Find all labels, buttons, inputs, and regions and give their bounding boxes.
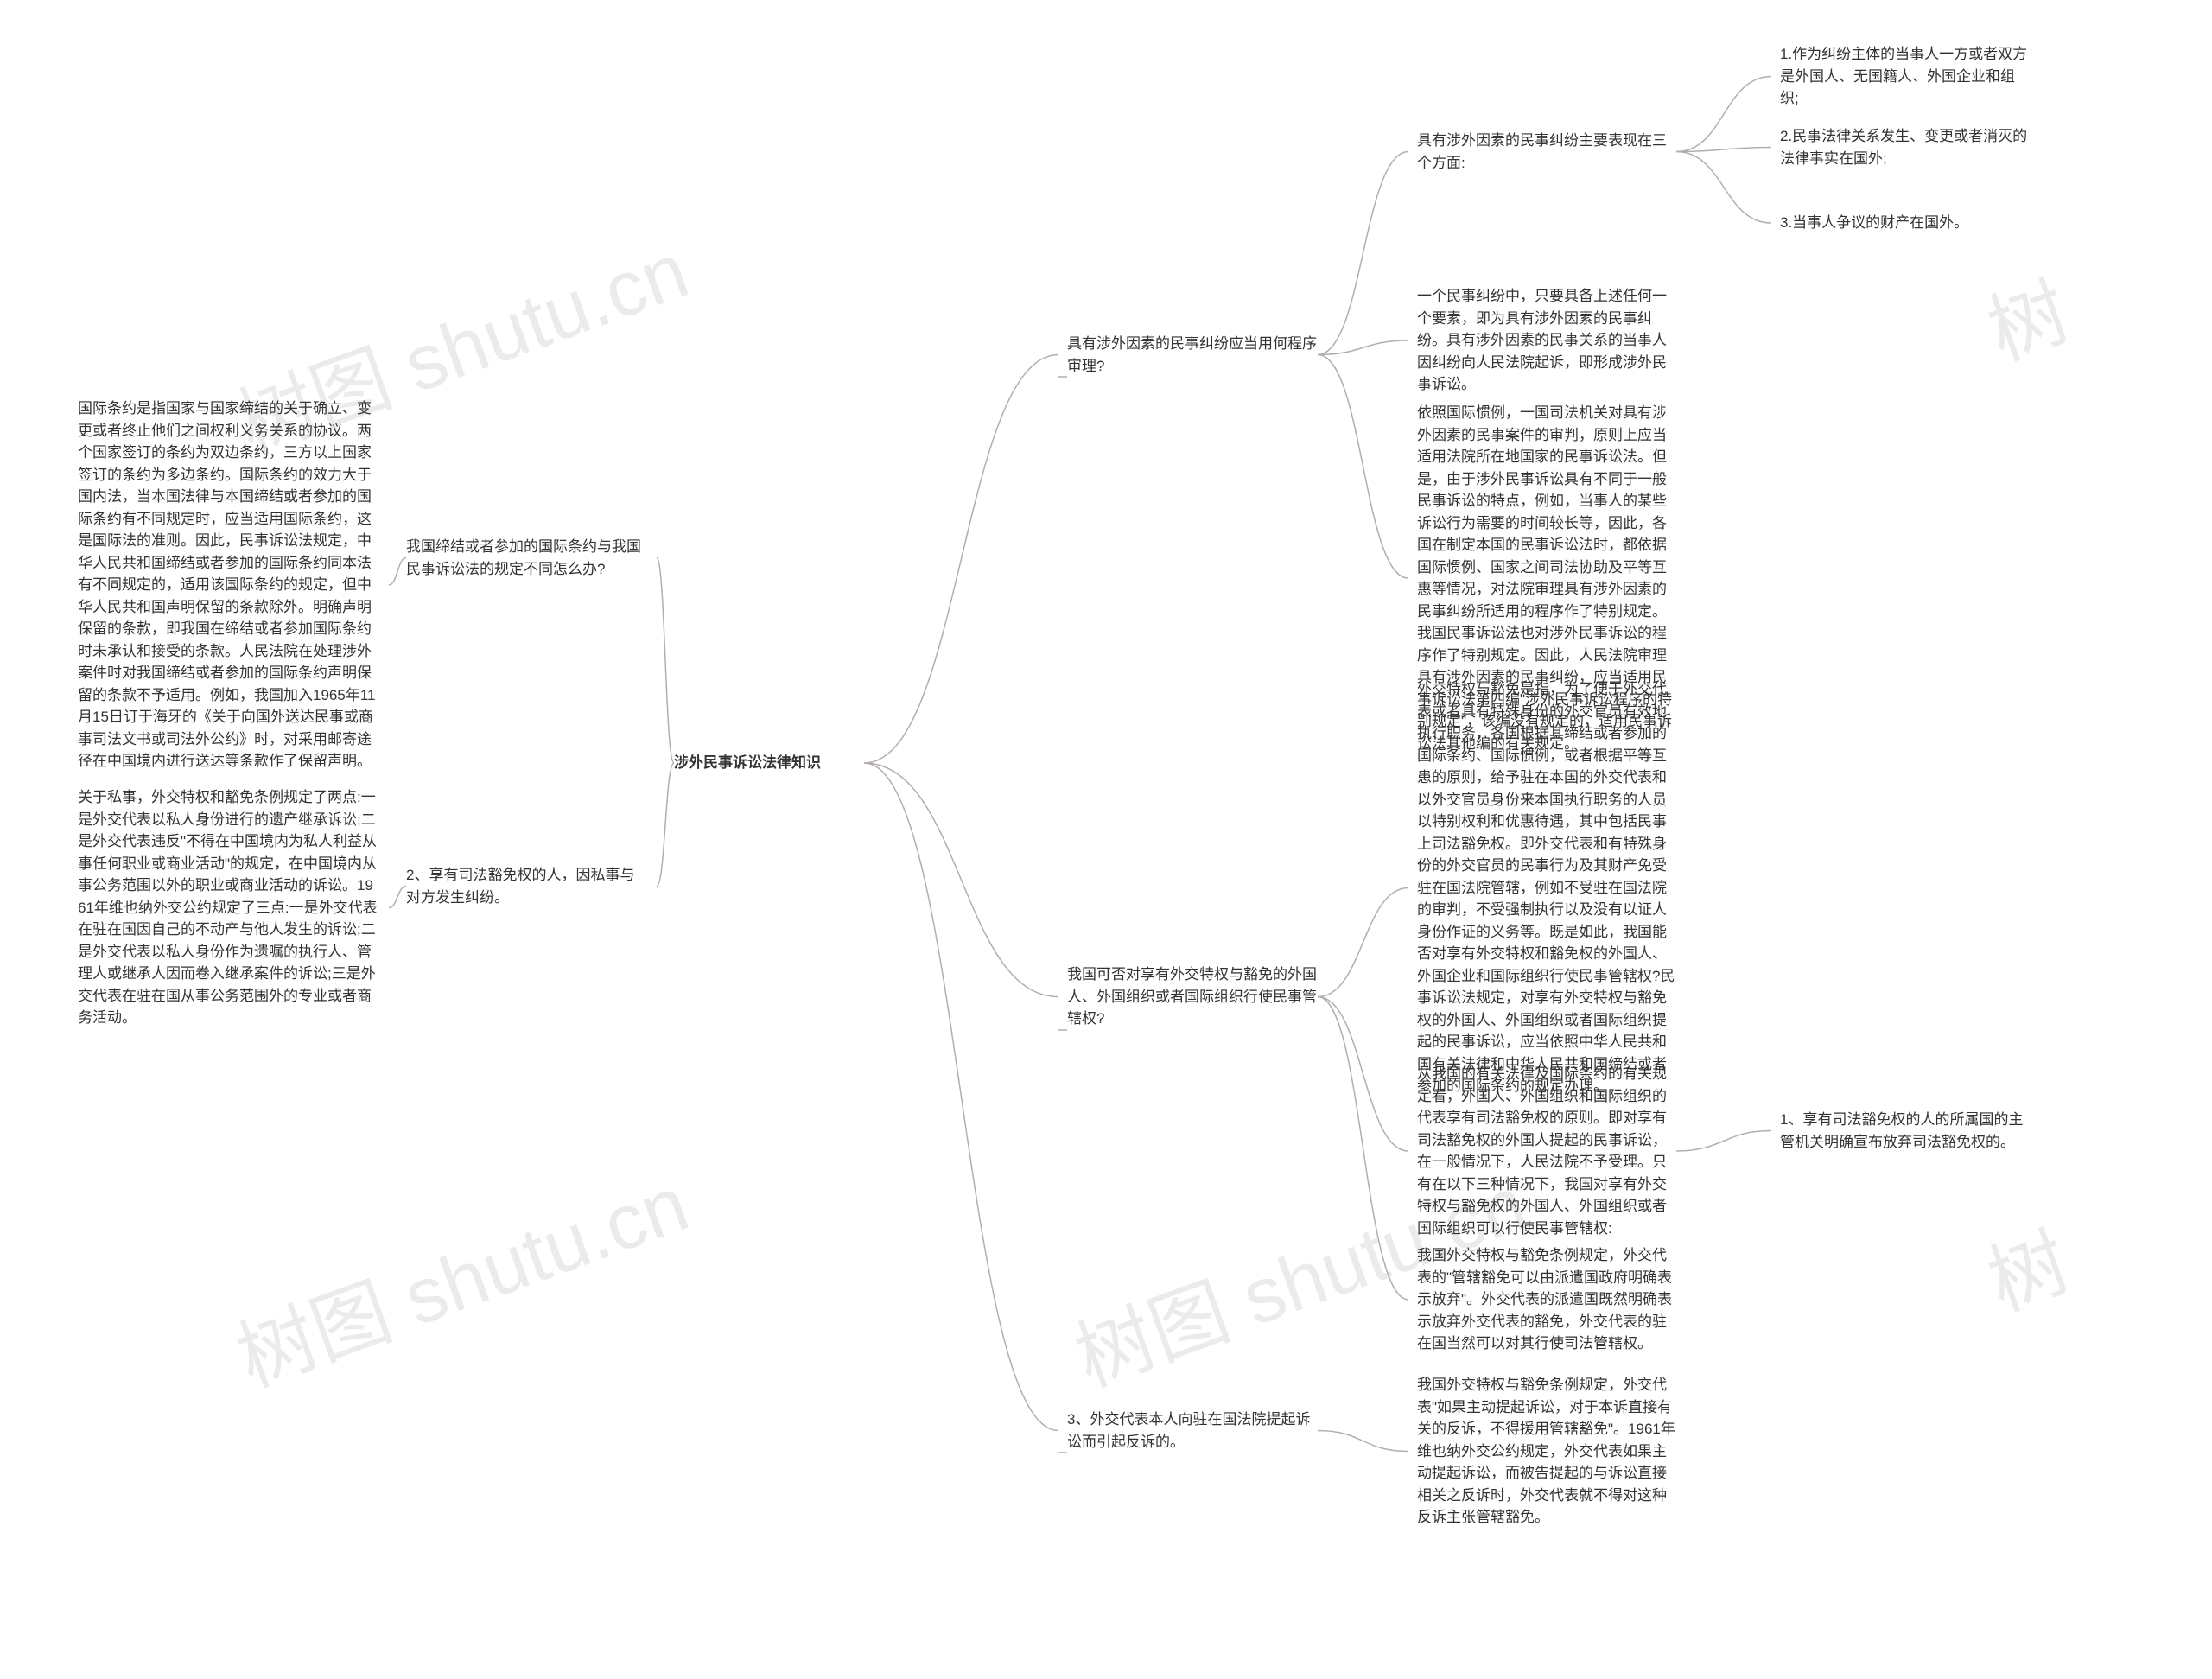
- left-level2-node: 关于私事，外交特权和豁免条例规定了两点:一是外交代表以私人身份进行的遗产继承诉讼…: [78, 786, 380, 1029]
- watermark: 树图 shutu.cn: [219, 1142, 701, 1409]
- right-level2-node: 从我国的有关法律及国际条约的有关规定看，外国人、外国组织和国际组织的代表享有司法…: [1417, 1063, 1676, 1239]
- right-level3-node: 2.民事法律关系发生、变更或者消灭的法律事实在国外;: [1780, 125, 2031, 169]
- watermark: 树: [1970, 250, 2082, 382]
- right-level3-node: 3.当事人争议的财产在国外。: [1780, 212, 2031, 234]
- watermark: 树: [1970, 1200, 2082, 1332]
- right-level3-node: 1、享有司法豁免权的人的所属国的主管机关明确宣布放弃司法豁免权的。: [1780, 1109, 2031, 1153]
- right-level2-node: 一个民事纠纷中，只要具备上述任何一个要素，即为具有涉外因素的民事纠纷。具有涉外因…: [1417, 285, 1676, 396]
- right-level2-node: 具有涉外因素的民事纠纷主要表现在三个方面:: [1417, 130, 1676, 174]
- center-node: 涉外民事诉讼法律知识: [674, 752, 864, 774]
- right-level1-node: 我国可否对享有外交特权与豁免的外国人、外国组织或者国际组织行使民事管辖权?: [1067, 964, 1318, 1030]
- right-level1-node: 具有涉外因素的民事纠纷应当用何程序审理?: [1067, 333, 1318, 377]
- mindmap-canvas: 树图 shutu.cn树图 shutu.cn树图 shutu.cn树树 涉外民事…: [0, 0, 2212, 1679]
- right-level1-node: 3、外交代表本人向驻在国法院提起诉讼而引起反诉的。: [1067, 1409, 1318, 1453]
- right-level3-node: 1.作为纠纷主体的当事人一方或者双方是外国人、无国籍人、外国企业和组织;: [1780, 43, 2031, 110]
- left-level1-node: 我国缔结或者参加的国际条约与我国民事诉讼法的规定不同怎么办?: [406, 536, 648, 580]
- left-level2-node: 国际条约是指国家与国家缔结的关于确立、变更或者终止他们之间权利义务关系的协议。两…: [78, 397, 380, 773]
- right-level2-node: 我国外交特权与豁免条例规定，外交代表的"管辖豁免可以由派遣国政府明确表示放弃"。…: [1417, 1244, 1676, 1355]
- right-level2-node: 外交特权与豁免是指，为了便于外交代表或者具有特殊身份的外交官员有效地执行职务，各…: [1417, 678, 1676, 1097]
- right-level2-node: 我国外交特权与豁免条例规定，外交代表"如果主动提起诉讼，对于本诉直接有关的反诉，…: [1417, 1374, 1676, 1529]
- left-level1-node: 2、享有司法豁免权的人，因私事与对方发生纠纷。: [406, 864, 648, 908]
